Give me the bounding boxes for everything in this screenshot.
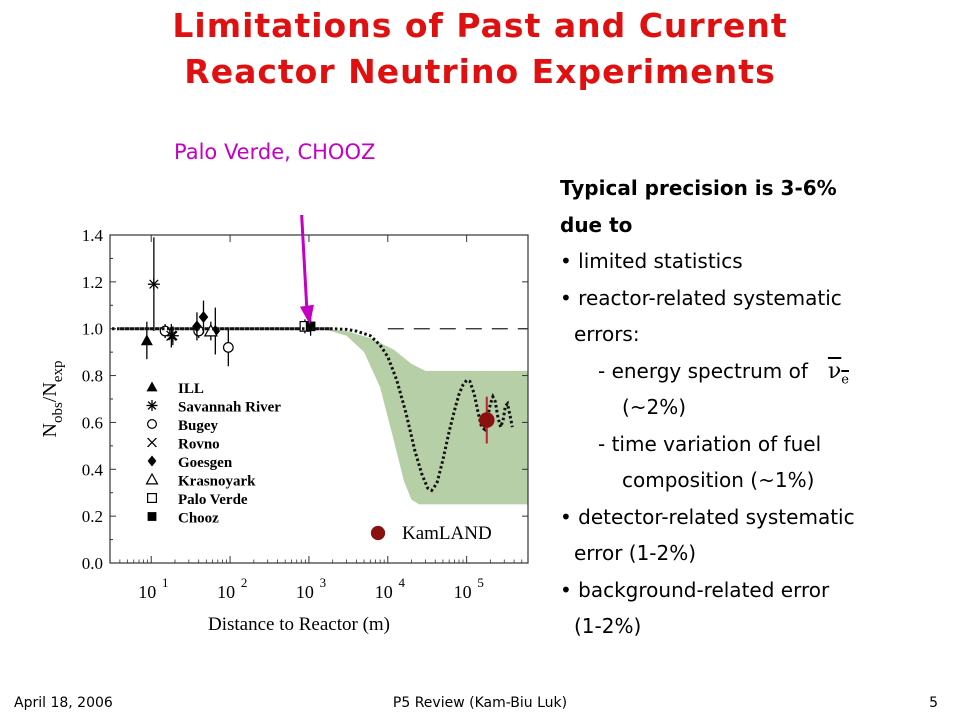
legend-label: KamLAND — [402, 523, 492, 544]
y-tick-label: 0.6 — [82, 413, 103, 432]
note-line: Typical precision is 3-6% — [560, 170, 955, 207]
legend-label: Goesgen — [178, 455, 233, 471]
footer-page-number: 5 — [929, 695, 938, 711]
oscillation-curve — [119, 327, 514, 493]
y-tick-label: 0.2 — [82, 507, 103, 526]
note-line-text: - energy spectrum of — [598, 358, 808, 383]
marker-diamond-filled — [198, 311, 209, 323]
callout-arrow-head — [299, 304, 314, 325]
antineutrino-symbol: νe — [828, 354, 849, 399]
legend-label: Krasnoyark — [178, 474, 256, 490]
note-line: (~2%) — [560, 389, 955, 426]
x-tick-label-exponent: 5 — [477, 575, 484, 590]
note-line-text: - time variation of fuel — [598, 431, 822, 456]
x-tick-label-exponent: 4 — [399, 575, 406, 590]
note-line-text: • reactor-related systematic — [560, 285, 842, 310]
note-line-text: errors: — [574, 322, 640, 346]
note-line-text: error (1-2%) — [574, 541, 697, 565]
marker-asterisk-arm — [168, 331, 178, 341]
x-tick-label-base: 10 — [138, 582, 156, 602]
marker-triangle-open — [145, 472, 159, 485]
note-line: error (1-2%) — [560, 535, 955, 572]
note-line-text: due to — [560, 212, 633, 237]
marker-triangle-open — [203, 323, 218, 337]
precision-notes: Typical precision is 3-6% due to • limited… — [560, 170, 955, 645]
x-tick-label-exponent: 2 — [241, 575, 248, 590]
note-line-text: • detector-related systematic — [560, 504, 855, 529]
x-tick-label-exponent: 3 — [320, 575, 327, 590]
note-line-text: • limited statistics — [560, 249, 743, 273]
marker-x-b — [147, 437, 157, 448]
callout-arrow-shaft — [300, 215, 309, 311]
note-line: - time variation of fuel — [560, 426, 955, 463]
neutrino-ratio-chart: 0.0 0.2 0.4 0.6 0.8 1.0 1.2 1.4 10 1 10 2 10 3 10 4 10 5 D… — [39, 215, 529, 635]
marker-circle-open — [222, 342, 234, 353]
note-line: • limited statistics — [560, 243, 955, 280]
marker-circle-open — [146, 419, 157, 430]
y-tick-label: 1.4 — [82, 226, 104, 245]
marker-circle-filled — [370, 525, 386, 541]
legend-label: ILL — [178, 381, 204, 397]
y-tick-label: 1.0 — [82, 320, 103, 339]
marker-asterisk-arm — [149, 279, 159, 289]
note-line: • reactor-related systematic — [560, 280, 955, 317]
note-line-text: • background-related error — [560, 577, 830, 602]
x-axis-label: Distance to Reactor (m) — [208, 614, 390, 635]
y-tick-label: 0.4 — [82, 460, 104, 479]
y-axis-label-part: exp — [50, 361, 66, 383]
slide-title-line1: Limitations of Past and Current — [172, 6, 788, 45]
note-line: composition (~1%) — [560, 462, 955, 499]
y-tick-label: 0.0 — [82, 554, 103, 573]
note-line: (1-2%) — [560, 608, 955, 645]
antineutrino-symbol-subscript: e — [841, 371, 849, 387]
marker-triangle-filled — [140, 334, 153, 346]
marker-x-b — [166, 330, 177, 342]
x-tick-label-base: 10 — [454, 582, 472, 602]
note-line-text: composition (~1%) — [622, 468, 815, 492]
legend-label: Rovno — [178, 437, 220, 453]
marker-asterisk-arm — [147, 401, 157, 410]
y-axis-label-part: N — [39, 423, 61, 437]
x-tick-label-base: 10 — [217, 582, 235, 602]
note-line-text: Typical precision is 3-6% — [560, 176, 837, 200]
x-tick-label-exponent: 1 — [162, 575, 169, 590]
y-tick-label: 1.2 — [82, 273, 103, 292]
marker-square-filled — [147, 512, 157, 521]
note-line: • detector-related systematic — [560, 499, 955, 536]
footer-date: April 18, 2006 — [14, 695, 113, 711]
note-line-text: (1-2%) — [574, 614, 642, 638]
antineutrino-symbol-letter: ν — [827, 358, 842, 384]
allowed-region-band — [322, 328, 528, 505]
palo-verde-chooz-callout: Palo Verde, CHOOZ — [174, 140, 376, 164]
legend-label: Savannah River — [178, 400, 281, 416]
y-axis-label: Nobs/Nexp — [39, 361, 66, 438]
footer-presenter: P5 Review (Kam-Biu Luk) — [392, 695, 568, 711]
marker-square-filled — [305, 321, 316, 332]
marker-square-open — [146, 493, 157, 504]
y-axis-label-part: /N — [39, 382, 61, 402]
legend-label: Bugey — [178, 418, 219, 434]
note-line: - energy spectrum of νe — [560, 353, 955, 390]
slide-title-line2: Reactor Neutrino Experiments — [184, 52, 776, 91]
marker-triangle-filled — [146, 381, 158, 392]
marker-circle-filled — [478, 412, 495, 428]
y-tick-label: 0.8 — [82, 367, 103, 386]
y-axis-label-part: obs — [50, 402, 66, 423]
note-line: due to — [560, 207, 955, 244]
note-line: errors: — [560, 316, 955, 353]
marker-diamond-filled — [147, 455, 157, 467]
legend-label: Chooz — [178, 511, 219, 527]
x-tick-label-base: 10 — [296, 582, 314, 602]
note-line-text: (~2%) — [622, 395, 687, 419]
note-line: • background-related error — [560, 572, 955, 609]
legend-label: Palo Verde — [178, 492, 248, 508]
x-tick-label-base: 10 — [375, 582, 393, 602]
